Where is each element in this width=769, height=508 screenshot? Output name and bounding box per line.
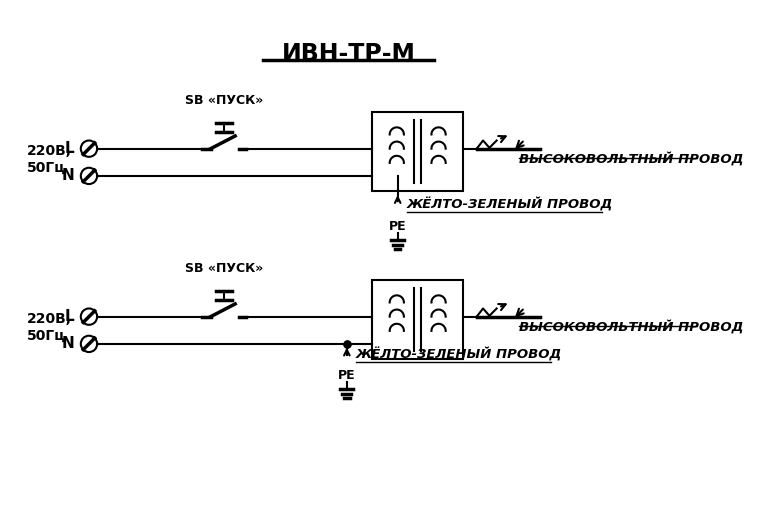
Circle shape: [81, 141, 97, 157]
Text: SB «ПУСК»: SB «ПУСК»: [185, 262, 264, 275]
Bar: [372, 112, 463, 192]
Text: ЖЁЛТО-ЗЕЛЕНЫЙ ПРОВОД: ЖЁЛТО-ЗЕЛЕНЫЙ ПРОВОД: [356, 348, 562, 362]
Text: 220В,
50Гц: 220В, 50Гц: [27, 312, 72, 343]
Circle shape: [81, 168, 97, 184]
Text: ИВН-ТР-М: ИВН-ТР-М: [281, 43, 415, 67]
Text: N: N: [62, 336, 75, 352]
Text: PE: PE: [389, 220, 407, 233]
Text: N: N: [62, 169, 75, 183]
Text: 220В,
50Гц: 220В, 50Гц: [27, 144, 72, 175]
Text: ВЫСОКОВОЛЬТНЫЙ ПРОВОД: ВЫСОКОВОЛЬТНЫЙ ПРОВОД: [519, 320, 744, 333]
Bar: [372, 280, 463, 359]
Text: ЖЁЛТО-ЗЕЛЕНЫЙ ПРОВОД: ЖЁЛТО-ЗЕЛЕНЫЙ ПРОВОД: [407, 198, 613, 212]
Text: L: L: [65, 141, 75, 156]
Text: ВЫСОКОВОЛЬТНЫЙ ПРОВОД: ВЫСОКОВОЛЬТНЫЙ ПРОВОД: [519, 151, 744, 165]
Circle shape: [81, 336, 97, 352]
Circle shape: [81, 308, 97, 325]
Text: PE: PE: [338, 369, 355, 383]
Text: L: L: [65, 309, 75, 324]
Text: SB «ПУСК»: SB «ПУСК»: [185, 94, 264, 107]
